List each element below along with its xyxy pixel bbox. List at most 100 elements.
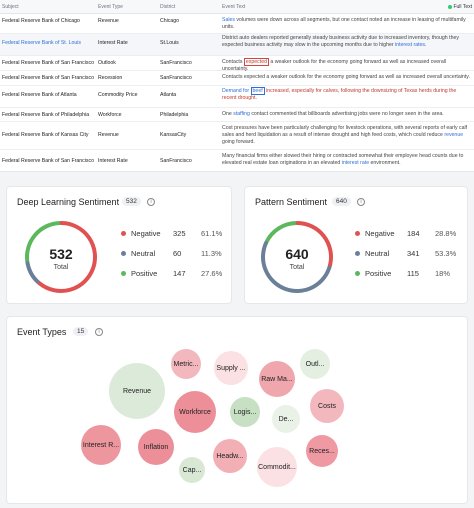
col-event-text[interactable]: Event Text: [222, 4, 246, 10]
bubble-headwinds[interactable]: Headw...: [213, 439, 247, 473]
table-row[interactable]: Federal Reserve Bank of Atlanta Commodit…: [0, 86, 474, 108]
table-row[interactable]: Federal Reserve Bank of Kansas City Reve…: [0, 122, 474, 150]
count-badge: 15: [73, 327, 89, 336]
count-badge: 640: [332, 197, 351, 206]
table-row[interactable]: Federal Reserve Bank of Chicago Revenue …: [0, 14, 474, 34]
row-event-text: Contacts expected a weaker outlook for t…: [222, 58, 447, 72]
row-district: St.Louis: [160, 40, 179, 46]
legend-positive: Positive 115 18%: [355, 269, 465, 279]
row-event-text: Demand for beef increased, especially fo…: [222, 87, 457, 101]
neutral-dot-icon: [355, 251, 360, 256]
row-event-text: Contacts expected a weaker outlook for t…: [222, 74, 470, 80]
legend-negative: Negative 325 61.1%: [121, 229, 231, 239]
col-event-type[interactable]: Event Type: [98, 4, 123, 10]
negative-arc[interactable]: [295, 221, 333, 267]
row-event-type: Revenue: [98, 132, 119, 138]
events-table: Subject Event Type District Event Text F…: [0, 0, 474, 172]
table-row[interactable]: Federal Reserve Bank of Philadelphia Wor…: [0, 108, 474, 122]
row-event-type: Recession: [98, 75, 123, 81]
bubble-interest-rate[interactable]: Interest R...: [81, 425, 121, 465]
positive-dot-icon: [121, 271, 126, 276]
bubble-workforce[interactable]: Workforce: [174, 391, 216, 433]
event-types-card: Event Types 15 i Revenue Metric... Suppl…: [6, 316, 468, 504]
row-district: KansasCity: [160, 132, 187, 138]
table-row[interactable]: Federal Reserve Bank of San Francisco In…: [0, 150, 474, 171]
bubble-outlook[interactable]: Outl...: [300, 349, 330, 379]
donut-total-label: Total: [290, 264, 305, 271]
bubble-logistics[interactable]: Logis...: [230, 397, 260, 427]
row-event-type: Commodity Price: [98, 92, 138, 98]
row-subject[interactable]: Federal Reserve Bank of St. Louis: [2, 40, 82, 46]
row-event-type: Interest Rate: [98, 40, 128, 46]
bubble-supply[interactable]: Supply ...: [214, 351, 248, 385]
info-icon[interactable]: i: [147, 198, 155, 206]
row-event-text: Cost pressures have been particularly ch…: [222, 125, 468, 145]
row-subject: Federal Reserve Bank of Atlanta: [2, 92, 77, 98]
pattern-donut: 640 Total: [261, 221, 333, 293]
row-subject: Federal Reserve Bank of San Francisco: [2, 60, 94, 66]
row-district: Chicago: [160, 18, 180, 24]
row-district: SanFrancisco: [160, 158, 192, 164]
row-event-type: Interest Rate: [98, 158, 128, 164]
row-district: Atlanta: [160, 92, 177, 98]
table-row[interactable]: Federal Reserve Bank of St. Louis Intere…: [0, 34, 474, 56]
table-row[interactable]: Federal Reserve Bank of San Francisco Ou…: [0, 56, 474, 72]
donut-total-value: 640: [285, 246, 309, 262]
col-subject[interactable]: Subject: [2, 4, 19, 10]
neutral-arc[interactable]: [25, 261, 41, 285]
row-event-type: Outlook: [98, 60, 116, 66]
table-row[interactable]: Federal Reserve Bank of San Francisco Re…: [0, 71, 474, 86]
card-title: Deep Learning Sentiment: [17, 197, 120, 207]
positive-arc[interactable]: [25, 221, 63, 264]
legend-positive: Positive 147 27.6%: [121, 269, 231, 279]
full-text-toggle[interactable]: Full Text: [448, 4, 472, 10]
negative-dot-icon: [355, 231, 360, 236]
card-title: Event Types: [17, 327, 67, 337]
info-icon[interactable]: i: [357, 198, 365, 206]
info-icon[interactable]: i: [95, 328, 103, 336]
positive-dot-icon: [355, 271, 360, 276]
bubble-recession[interactable]: Reces...: [306, 435, 338, 467]
bubble-costs[interactable]: Costs: [310, 389, 344, 423]
table-header: Subject Event Type District Event Text F…: [0, 0, 474, 14]
col-district[interactable]: District: [160, 4, 176, 10]
card-title: Pattern Sentiment: [255, 197, 328, 207]
neutral-arc[interactable]: [261, 240, 332, 293]
donut-total-label: Total: [54, 264, 69, 271]
bubble-inflation[interactable]: Inflation: [138, 429, 174, 465]
row-district: Philadelphia: [160, 112, 189, 118]
row-district: SanFrancisco: [160, 75, 192, 81]
row-subject: Federal Reserve Bank of Philadelphia: [2, 112, 90, 118]
deep-learning-sentiment-card: Deep Learning Sentiment 532 i 532 Total …: [6, 186, 232, 304]
bubble-metric[interactable]: Metric...: [171, 349, 201, 379]
neutral-dot-icon: [121, 251, 126, 256]
row-subject: Federal Reserve Bank of Kansas City: [2, 132, 89, 138]
bubble-demand[interactable]: De...: [272, 405, 300, 433]
row-district: SanFrancisco: [160, 60, 192, 66]
row-event-text: Sales volumes were down across all segme…: [222, 17, 466, 30]
bubble-raw-materials[interactable]: Raw Ma...: [259, 361, 295, 397]
legend-neutral: Neutral 341 53.3%: [355, 249, 465, 259]
row-event-type: Workforce: [98, 112, 122, 118]
legend-neutral: Neutral 60 11.3%: [121, 249, 231, 259]
count-badge: 532: [122, 197, 141, 206]
negative-arc[interactable]: [37, 221, 97, 293]
row-event-text: District auto dealers reported generally…: [222, 35, 459, 48]
deep-learning-donut: 532 Total: [25, 221, 97, 293]
bubble-commodity[interactable]: Commodit...: [257, 447, 297, 487]
row-event-type: Revenue: [98, 18, 119, 24]
legend-negative: Negative 184 28.8%: [355, 229, 465, 239]
row-event-text: One staffing contact commented that bill…: [222, 111, 444, 117]
pattern-sentiment-card: Pattern Sentiment 640 i 640 Total Negati…: [244, 186, 468, 304]
bubble-revenue[interactable]: Revenue: [109, 363, 165, 419]
bubble-capital[interactable]: Cap...: [179, 457, 205, 483]
toggle-dot-icon: [448, 4, 453, 9]
negative-dot-icon: [121, 231, 126, 236]
row-subject: Federal Reserve Bank of San Francisco: [2, 75, 94, 81]
row-event-text: Many financial firms either slowed their…: [222, 153, 464, 166]
positive-arc[interactable]: [264, 221, 299, 244]
row-subject: Federal Reserve Bank of Chicago: [2, 18, 80, 24]
row-subject: Federal Reserve Bank of San Francisco: [2, 158, 94, 164]
donut-total-value: 532: [49, 246, 73, 262]
